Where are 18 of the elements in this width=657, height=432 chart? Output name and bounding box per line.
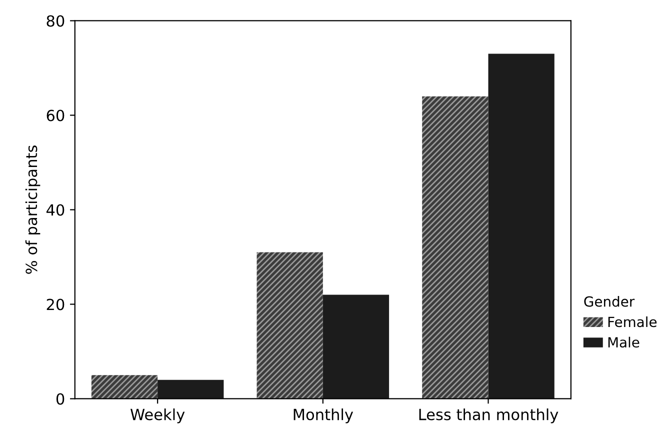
legend-title: Gender: [584, 296, 635, 307]
legend-label: Female: [608, 316, 657, 328]
bar: [422, 96, 488, 399]
bar: [488, 54, 554, 399]
bar: [256, 252, 323, 399]
y-tick-label: 0: [56, 393, 64, 405]
bar: [91, 375, 158, 399]
x-tick-label: Less than monthly: [419, 408, 558, 424]
legend-label: Male: [608, 336, 640, 348]
y-tick-label: 20: [46, 298, 64, 310]
x-tick-label: Weekly: [130, 408, 185, 424]
bar: [322, 294, 390, 399]
y-tick-label: 80: [46, 15, 64, 27]
x-tick-label: Monthly: [294, 408, 354, 424]
y-tick-label: 40: [46, 204, 64, 216]
y-tick-label: 60: [46, 110, 64, 122]
y-axis-title: % of participants: [25, 146, 40, 274]
bar: [158, 380, 224, 399]
